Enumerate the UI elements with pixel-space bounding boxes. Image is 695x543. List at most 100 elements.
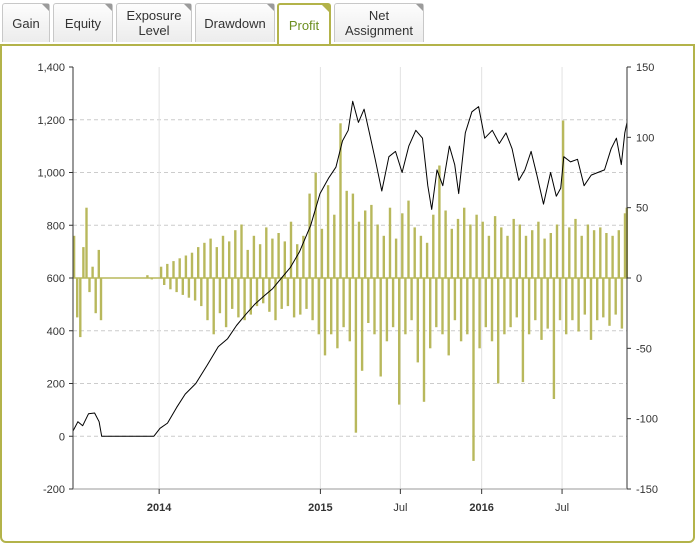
bar: [503, 278, 506, 335]
bar: [506, 235, 509, 278]
bar: [88, 278, 91, 293]
bar: [376, 224, 379, 278]
tab-exposure-level[interactable]: Exposure Level: [116, 3, 192, 42]
bar: [549, 233, 552, 278]
bar: [487, 235, 491, 278]
y-left-tick-label: -200: [43, 484, 65, 496]
bar: [459, 278, 463, 342]
bar: [561, 120, 565, 278]
bar: [602, 278, 605, 318]
bar: [586, 224, 590, 278]
bar: [354, 278, 358, 433]
bar: [308, 193, 311, 278]
bar: [246, 249, 249, 278]
bar: [611, 235, 614, 278]
bar: [463, 207, 466, 278]
bar: [280, 278, 283, 309]
bar: [558, 278, 562, 321]
bar: [178, 258, 181, 278]
bar: [370, 204, 373, 278]
bar: [299, 278, 302, 315]
y-right-tick-label: -100: [636, 414, 658, 426]
bar: [99, 278, 103, 321]
tab-equity[interactable]: Equity: [53, 3, 113, 42]
bar: [175, 278, 178, 293]
x-tick-label: 2016: [469, 502, 493, 514]
bar: [314, 172, 317, 278]
bar: [394, 238, 398, 278]
equity-line: [72, 100, 628, 437]
bar: [391, 278, 395, 328]
bar: [608, 278, 611, 326]
bar: [478, 278, 481, 349]
bar: [617, 230, 620, 278]
bar: [258, 244, 262, 278]
bar: [490, 278, 494, 342]
bar: [94, 278, 97, 314]
y-left-tick-label: 1,000: [37, 168, 65, 180]
bar: [527, 278, 531, 335]
tab-net-assignment[interactable]: Net Assignment: [334, 3, 424, 42]
bar: [209, 238, 212, 278]
bar: [605, 233, 608, 278]
y-left-tick-label: 400: [47, 326, 65, 338]
bar: [524, 235, 528, 278]
bar: [580, 235, 583, 278]
bar: [432, 214, 435, 278]
bar: [342, 278, 345, 328]
y-left-tick-label: 600: [47, 273, 65, 285]
bar: [552, 278, 556, 399]
bar: [333, 214, 336, 278]
bar: [379, 278, 382, 377]
bar: [317, 278, 320, 335]
bar: [221, 235, 225, 278]
x-tick-label: Jul: [555, 502, 569, 514]
bar: [388, 207, 392, 278]
bar: [500, 227, 503, 278]
bar: [620, 278, 624, 329]
bar: [91, 266, 94, 278]
bar: [212, 278, 215, 335]
tab-gain[interactable]: Gain: [2, 3, 50, 42]
bar: [484, 278, 487, 328]
bar: [193, 278, 197, 301]
bar: [234, 230, 237, 278]
bar: [425, 242, 429, 278]
bar-series: [72, 120, 628, 461]
bar: [416, 278, 419, 363]
bar: [231, 278, 234, 309]
bar: [274, 278, 277, 321]
bar: [367, 278, 370, 323]
bar: [326, 185, 330, 278]
tab-profit[interactable]: Profit: [277, 3, 331, 45]
bar: [447, 278, 450, 356]
line-series: [72, 100, 628, 437]
bar: [481, 221, 484, 278]
y-right-tick-label: 0: [636, 273, 642, 285]
y-right-tick-label: -150: [636, 484, 658, 496]
bar: [435, 278, 438, 328]
bar: [184, 255, 188, 278]
bar: [571, 278, 574, 321]
y-axis-right: -150 -100 -50 0 50 100 150: [627, 62, 658, 496]
bar: [72, 235, 76, 278]
bar: [302, 235, 305, 278]
bar: [398, 278, 401, 405]
bar: [289, 221, 293, 278]
bar: [360, 278, 364, 371]
bar: [187, 278, 191, 298]
bar: [277, 233, 280, 278]
bar: [283, 241, 286, 278]
bar: [163, 278, 166, 285]
bar: [166, 263, 169, 278]
bar: [320, 228, 324, 278]
tab-drawdown[interactable]: Drawdown: [195, 3, 275, 42]
bar: [206, 278, 209, 321]
bar: [249, 278, 252, 315]
bar: [472, 278, 475, 461]
y-right-tick-label: 100: [636, 132, 654, 144]
y-left-tick-label: 0: [59, 431, 65, 443]
y-axis-left: -200 0 200 400 600 800 1,000 1,200 1,400: [37, 62, 73, 496]
bar: [407, 200, 410, 278]
